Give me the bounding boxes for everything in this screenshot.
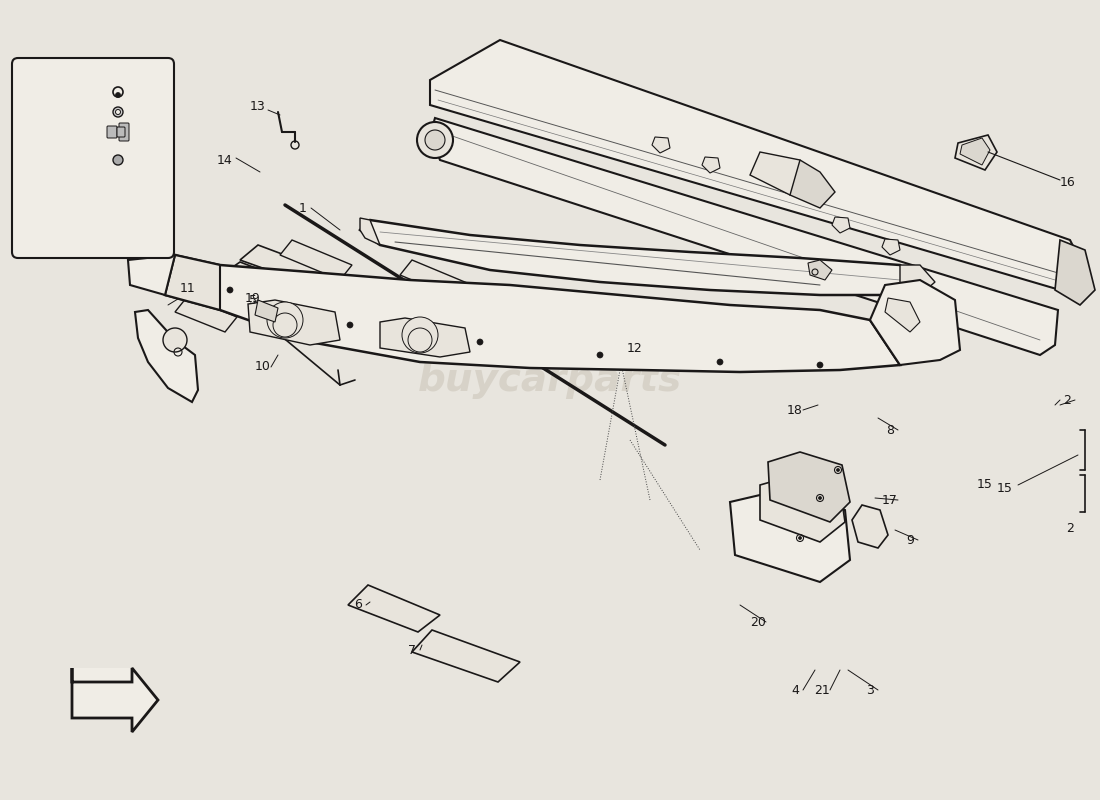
Polygon shape bbox=[379, 318, 470, 357]
Polygon shape bbox=[852, 505, 888, 548]
Circle shape bbox=[113, 155, 123, 165]
Text: 18: 18 bbox=[788, 403, 803, 417]
Circle shape bbox=[227, 287, 233, 293]
Text: 3: 3 bbox=[866, 683, 873, 697]
Text: 2: 2 bbox=[1063, 394, 1071, 406]
Text: 9: 9 bbox=[906, 534, 914, 546]
Polygon shape bbox=[165, 255, 220, 310]
Polygon shape bbox=[768, 452, 850, 522]
Polygon shape bbox=[870, 280, 960, 365]
Polygon shape bbox=[72, 668, 158, 732]
Polygon shape bbox=[165, 255, 900, 372]
Polygon shape bbox=[360, 220, 920, 295]
Polygon shape bbox=[255, 300, 278, 322]
Text: 15: 15 bbox=[997, 482, 1013, 494]
Polygon shape bbox=[702, 157, 721, 173]
Text: 11: 11 bbox=[180, 282, 196, 294]
Circle shape bbox=[116, 110, 121, 114]
Text: 21: 21 bbox=[814, 683, 829, 697]
Text: 8: 8 bbox=[886, 423, 894, 437]
Circle shape bbox=[818, 497, 822, 499]
Text: buycarparts: buycarparts bbox=[418, 361, 682, 399]
Polygon shape bbox=[310, 310, 400, 348]
Polygon shape bbox=[808, 260, 832, 280]
Text: 16: 16 bbox=[1060, 177, 1076, 190]
Polygon shape bbox=[430, 40, 1080, 290]
Text: 25: 25 bbox=[34, 106, 50, 118]
Text: 4: 4 bbox=[791, 683, 799, 697]
Text: 12: 12 bbox=[627, 342, 642, 354]
Polygon shape bbox=[882, 239, 900, 255]
Circle shape bbox=[116, 93, 121, 98]
Circle shape bbox=[273, 313, 297, 337]
Text: 23: 23 bbox=[34, 151, 50, 165]
Text: 14: 14 bbox=[217, 154, 233, 166]
Circle shape bbox=[163, 328, 187, 352]
Polygon shape bbox=[652, 137, 670, 153]
Text: 22: 22 bbox=[34, 129, 50, 142]
Text: 13: 13 bbox=[250, 101, 266, 114]
Polygon shape bbox=[760, 475, 845, 542]
Polygon shape bbox=[175, 297, 236, 332]
Polygon shape bbox=[128, 255, 175, 295]
Circle shape bbox=[417, 122, 453, 158]
Polygon shape bbox=[1055, 240, 1094, 305]
Text: 17: 17 bbox=[882, 494, 898, 506]
Polygon shape bbox=[886, 298, 920, 332]
Circle shape bbox=[817, 362, 823, 368]
Circle shape bbox=[267, 302, 303, 338]
Polygon shape bbox=[960, 138, 990, 165]
Polygon shape bbox=[870, 320, 930, 365]
Polygon shape bbox=[900, 265, 935, 295]
Circle shape bbox=[113, 107, 123, 117]
Text: 24: 24 bbox=[34, 75, 50, 89]
FancyBboxPatch shape bbox=[12, 58, 174, 258]
Circle shape bbox=[425, 130, 446, 150]
Polygon shape bbox=[730, 488, 850, 582]
Text: 1: 1 bbox=[299, 202, 307, 214]
Circle shape bbox=[408, 328, 432, 352]
Circle shape bbox=[717, 359, 723, 365]
FancyBboxPatch shape bbox=[107, 126, 117, 138]
Text: 6: 6 bbox=[354, 598, 362, 611]
Text: 5: 5 bbox=[249, 294, 257, 306]
Circle shape bbox=[346, 322, 353, 328]
FancyBboxPatch shape bbox=[119, 123, 129, 141]
Polygon shape bbox=[430, 118, 1058, 355]
Polygon shape bbox=[832, 217, 850, 233]
Text: 19: 19 bbox=[245, 291, 261, 305]
Circle shape bbox=[597, 352, 603, 358]
Text: 20: 20 bbox=[750, 615, 766, 629]
Text: 10: 10 bbox=[255, 361, 271, 374]
Text: 15: 15 bbox=[977, 478, 993, 491]
Text: 2: 2 bbox=[1066, 522, 1074, 534]
Polygon shape bbox=[280, 240, 352, 280]
Polygon shape bbox=[400, 260, 472, 300]
Polygon shape bbox=[412, 630, 520, 682]
Circle shape bbox=[799, 537, 802, 539]
Circle shape bbox=[836, 469, 839, 471]
Polygon shape bbox=[790, 160, 835, 208]
Polygon shape bbox=[955, 135, 997, 170]
Circle shape bbox=[402, 317, 438, 353]
Polygon shape bbox=[72, 668, 132, 718]
Circle shape bbox=[477, 339, 483, 345]
Polygon shape bbox=[360, 218, 379, 245]
Polygon shape bbox=[135, 310, 198, 402]
Polygon shape bbox=[240, 245, 330, 285]
Polygon shape bbox=[248, 300, 340, 345]
Text: 7: 7 bbox=[408, 643, 416, 657]
Polygon shape bbox=[750, 152, 810, 195]
Polygon shape bbox=[200, 262, 300, 310]
FancyBboxPatch shape bbox=[117, 127, 125, 137]
Polygon shape bbox=[348, 585, 440, 632]
